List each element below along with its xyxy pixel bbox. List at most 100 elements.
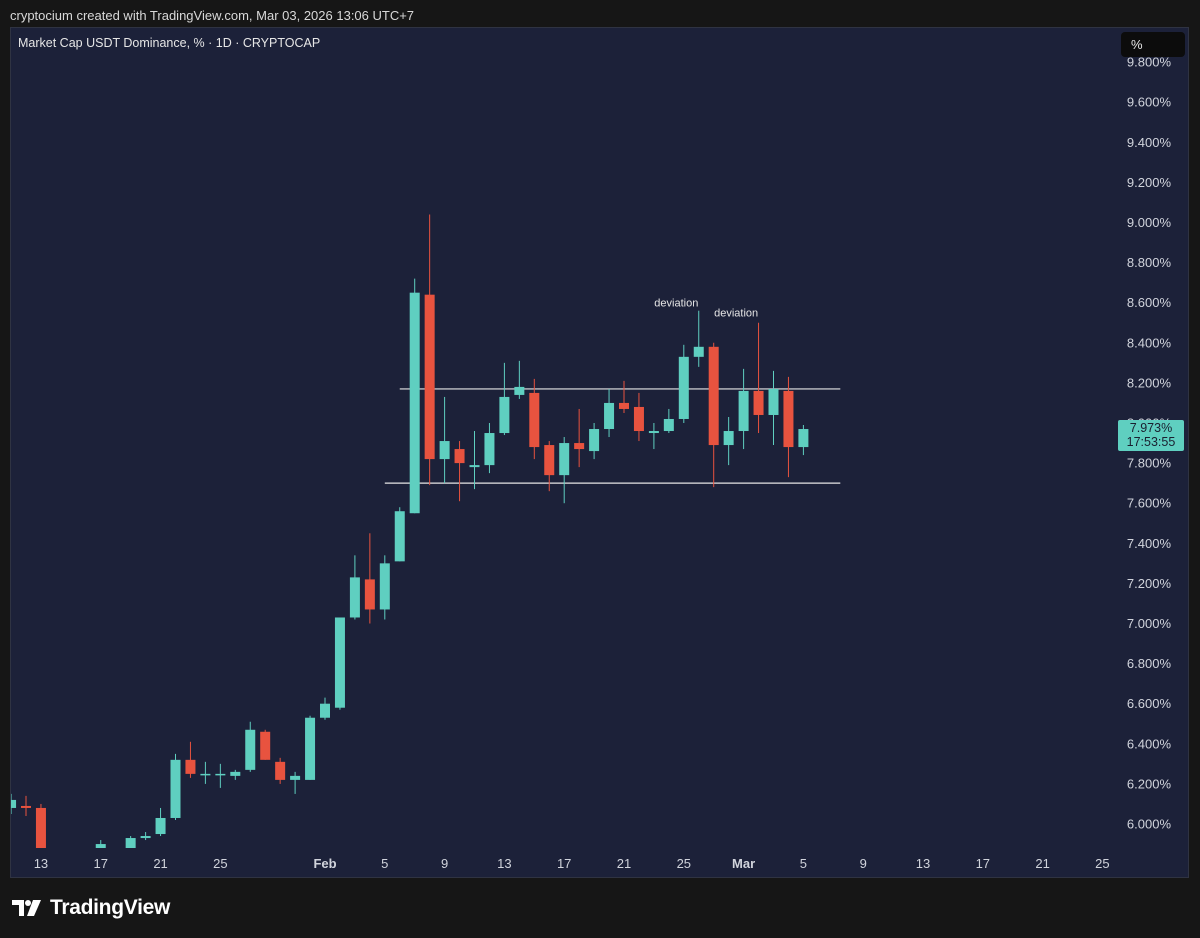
candle-body bbox=[11, 799, 17, 808]
y-axis-tick-label: 6.600% bbox=[1127, 696, 1172, 711]
candle-body bbox=[409, 292, 420, 514]
candle bbox=[170, 753, 181, 820]
x-axis-tick-label: Feb bbox=[313, 856, 336, 871]
y-axis-tick-label: 6.000% bbox=[1127, 817, 1172, 832]
x-axis-tick-label: Mar bbox=[732, 856, 755, 871]
candle-body bbox=[379, 563, 390, 610]
candle bbox=[275, 757, 286, 784]
tradingview-logo[interactable]: TradingView bbox=[12, 896, 170, 920]
x-axis-tick-label: 25 bbox=[213, 856, 227, 871]
candle bbox=[140, 832, 151, 841]
x-axis-tick-label: 13 bbox=[497, 856, 511, 871]
candle-body bbox=[140, 836, 151, 839]
candle-body bbox=[753, 390, 764, 415]
candle-body bbox=[125, 838, 136, 848]
candle-body bbox=[798, 429, 809, 448]
candle bbox=[484, 423, 495, 474]
candle-body bbox=[738, 390, 749, 432]
candle bbox=[290, 771, 301, 794]
candle bbox=[185, 741, 196, 778]
candle-body bbox=[349, 577, 360, 618]
y-axis-tick-label: 8.200% bbox=[1127, 375, 1172, 390]
candle-body bbox=[364, 579, 375, 610]
candle-body bbox=[574, 443, 585, 450]
candle-body bbox=[499, 396, 510, 434]
price-scale-unit-button[interactable]: % bbox=[1121, 32, 1185, 57]
candle-body bbox=[544, 445, 555, 476]
candle bbox=[768, 370, 779, 446]
y-axis-tick-label: 7.600% bbox=[1127, 496, 1172, 511]
candle-body bbox=[394, 511, 405, 562]
y-axis-tick-label: 6.800% bbox=[1127, 656, 1172, 671]
candle-body bbox=[708, 346, 719, 446]
candle-body bbox=[604, 402, 615, 430]
y-axis-tick-label: 9.800% bbox=[1127, 55, 1172, 70]
x-axis-tick-label: 17 bbox=[557, 856, 571, 871]
chart-pane[interactable] bbox=[10, 27, 1189, 878]
x-axis-tick-label: 9 bbox=[860, 856, 867, 871]
candle bbox=[529, 378, 540, 460]
candle-body bbox=[469, 465, 480, 468]
tradingview-logo-icon bbox=[12, 900, 41, 916]
candle bbox=[11, 793, 17, 814]
candle bbox=[619, 380, 629, 413]
y-axis-tick-label: 7.000% bbox=[1127, 616, 1172, 631]
candle-body bbox=[230, 771, 241, 776]
candle bbox=[349, 555, 360, 620]
last-price-badge: 7.973% 17:53:55 bbox=[1118, 420, 1184, 451]
candle bbox=[454, 441, 465, 502]
candle-body bbox=[185, 759, 196, 774]
candle-body bbox=[35, 807, 46, 848]
candle bbox=[409, 278, 420, 514]
candle-body bbox=[305, 717, 316, 780]
candle-body bbox=[514, 386, 525, 395]
candle bbox=[663, 408, 674, 434]
candle bbox=[723, 416, 734, 466]
candle-body bbox=[200, 773, 211, 776]
candle bbox=[544, 441, 555, 492]
candle-body bbox=[260, 731, 271, 760]
candle bbox=[439, 396, 450, 484]
candle-body bbox=[633, 406, 644, 432]
candle-body bbox=[723, 431, 734, 446]
candle-body bbox=[320, 703, 330, 718]
candle-body bbox=[783, 390, 794, 448]
candle-body bbox=[245, 729, 256, 770]
x-axis-tick-label: 17 bbox=[976, 856, 990, 871]
candle bbox=[559, 437, 570, 504]
y-axis-tick-label: 9.400% bbox=[1127, 135, 1172, 150]
candle bbox=[334, 617, 345, 710]
candle-body bbox=[663, 418, 674, 432]
y-axis-tick-label: 9.600% bbox=[1127, 95, 1172, 110]
candle bbox=[798, 425, 809, 456]
y-axis-tick-label: 7.800% bbox=[1127, 456, 1172, 471]
candle bbox=[35, 803, 46, 848]
candle-body bbox=[454, 449, 465, 464]
x-axis-tick-label: 17 bbox=[94, 856, 108, 871]
candle-body bbox=[334, 617, 345, 708]
y-axis-tick-label: 8.800% bbox=[1127, 255, 1172, 270]
bar-countdown: 17:53:55 bbox=[1126, 435, 1176, 449]
x-axis-tick-label: 21 bbox=[153, 856, 167, 871]
x-axis-tick-label: 21 bbox=[617, 856, 631, 871]
y-axis-tick-label: 7.200% bbox=[1127, 576, 1172, 591]
candle-body bbox=[439, 441, 450, 460]
candle bbox=[394, 507, 405, 562]
candle-body bbox=[290, 775, 301, 780]
candle bbox=[125, 836, 136, 848]
candle bbox=[738, 368, 749, 450]
candle bbox=[230, 769, 241, 780]
candle bbox=[648, 423, 659, 450]
x-axis-tick-label: 21 bbox=[1035, 856, 1049, 871]
tradingview-logo-text: TradingView bbox=[50, 896, 171, 919]
candle bbox=[499, 362, 510, 436]
candle-body bbox=[648, 431, 659, 434]
candle bbox=[424, 214, 435, 486]
candle-body bbox=[678, 356, 689, 419]
x-axis-tick-label: 25 bbox=[677, 856, 691, 871]
candle bbox=[783, 376, 794, 478]
candle bbox=[215, 763, 226, 788]
candle-body bbox=[170, 759, 181, 818]
x-axis-tick-label: 9 bbox=[441, 856, 448, 871]
